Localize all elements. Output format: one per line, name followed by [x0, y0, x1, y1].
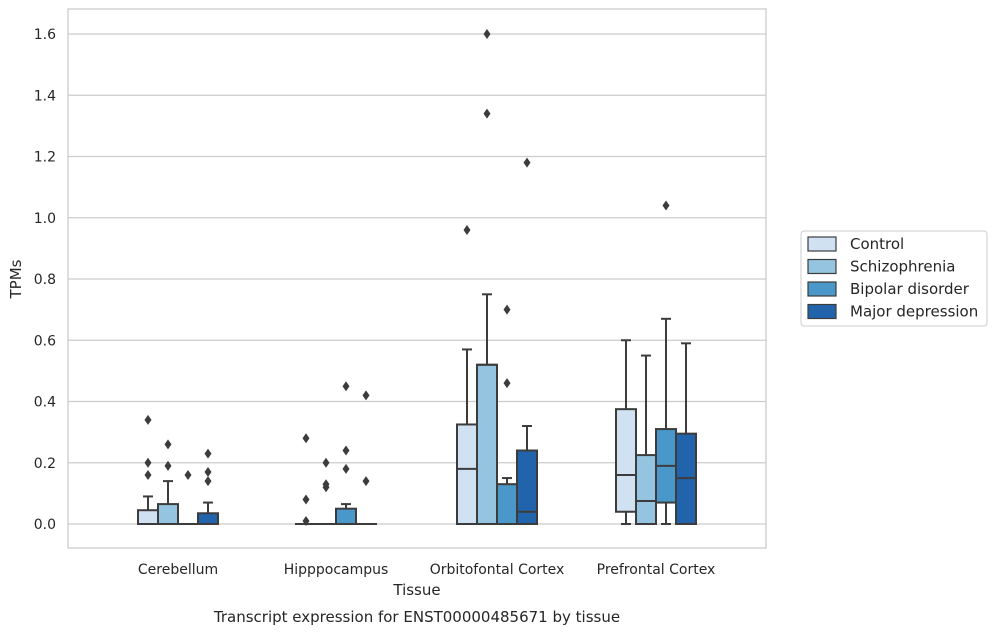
outlier-point [204, 476, 212, 487]
outlier-point [322, 479, 330, 490]
outlier-point [483, 29, 491, 39]
x-tick-label: Cerebellum [138, 562, 218, 578]
y-tick-label: 0.6 [34, 333, 56, 349]
box [635, 454, 657, 525]
legend-swatch [807, 281, 837, 297]
outlier-point [302, 494, 310, 505]
x-tick-label: Prefrontal Cortex [597, 562, 716, 578]
legend-label: Schizophrenia [850, 258, 955, 276]
x-axis-label: Tissue [392, 581, 440, 599]
plot-frame [67, 8, 767, 549]
outlier-point [164, 439, 172, 450]
outlier-point [184, 470, 192, 480]
y-axis-ticks: 0.0 0.2 0.4 0.6 0.8 1.0 1.2 1.4 1.6 [34, 27, 56, 533]
outlier-point [483, 108, 491, 119]
legend: Control Schizophrenia Bipolar disorder Majo… [800, 230, 988, 327]
chart-caption: Transcript expression for ENST0000048567… [213, 608, 620, 626]
outlier-point [302, 515, 310, 526]
outlier-point [342, 445, 350, 456]
outlier-point [503, 378, 511, 389]
legend-frame [800, 230, 988, 327]
outlier-point [144, 457, 152, 468]
legend-label: Major depression [850, 303, 978, 321]
y-tick-label: 1.4 [34, 88, 56, 104]
y-tick-label: 1.0 [34, 211, 56, 227]
box-group [137, 414, 219, 526]
outlier-point [302, 433, 310, 444]
y-tick-label: 1.2 [34, 150, 56, 166]
x-axis-ticks: Cerebellum Hipppocampus Orbitofontal Corte… [138, 562, 715, 578]
x-tick-label: Orbitofontal Cortex [430, 562, 565, 578]
x-tick-label: Hipppocampus [284, 562, 389, 578]
outlier-point [342, 463, 350, 474]
box-group [615, 200, 697, 525]
legend-label: Control [850, 235, 904, 253]
box [496, 483, 518, 525]
outlier-point [362, 476, 370, 487]
y-tick-label: 1.6 [34, 27, 56, 43]
box-groups [137, 29, 697, 526]
legend-swatch [807, 303, 837, 320]
box-group [295, 381, 377, 526]
box-group [456, 29, 538, 525]
y-tick-label: 0.2 [34, 456, 56, 472]
box [456, 423, 478, 525]
outlier-point [662, 200, 670, 211]
legend-swatch [807, 236, 837, 252]
outlier-point [362, 390, 370, 401]
outlier-point [342, 381, 350, 392]
box [615, 408, 637, 513]
box [197, 512, 219, 525]
box [157, 503, 179, 525]
grid-lines [68, 33, 766, 525]
outlier-point [204, 448, 212, 459]
outlier-point [322, 457, 330, 468]
y-tick-label: 0.8 [34, 272, 56, 288]
box [137, 509, 159, 525]
legend-swatch [807, 258, 837, 275]
outlier-point [463, 225, 471, 235]
y-axis-label: TPMs [7, 259, 25, 299]
outlier-point [523, 157, 531, 168]
outlier-point [204, 466, 212, 477]
y-tick-label: 0.4 [34, 395, 56, 411]
box [516, 449, 538, 525]
outlier-point [164, 460, 172, 471]
outlier-point [144, 470, 152, 480]
outlier-point [503, 304, 511, 315]
legend-label: Bipolar disorder [850, 280, 970, 298]
y-tick-label: 0.0 [34, 517, 56, 533]
box [335, 507, 357, 525]
box [476, 363, 498, 525]
outlier-point [144, 414, 152, 425]
